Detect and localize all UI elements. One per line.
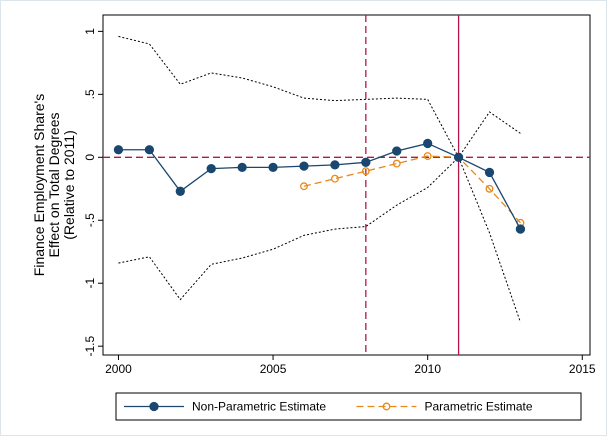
data-point (330, 174, 339, 183)
data-point (485, 184, 494, 193)
data-point (361, 157, 371, 167)
x-tick-label: 2005 (260, 362, 287, 376)
legend-marker (382, 402, 391, 411)
x-tick-label: 2015 (569, 362, 596, 376)
y-tick-label: -1.5 (83, 336, 97, 357)
y-tick-label: -1 (83, 278, 97, 289)
legend-label: Non-Parametric Estimate (192, 400, 326, 414)
data-point (300, 182, 308, 191)
data-point (515, 224, 526, 234)
y-tick-label: -.5 (83, 213, 97, 227)
data-point (206, 163, 216, 174)
series-line (118, 142, 521, 230)
data-point (299, 161, 309, 171)
series-line (118, 35, 521, 159)
data-point (361, 167, 370, 176)
x-tick-label: 2000 (105, 362, 132, 376)
data-point (113, 145, 124, 155)
y-tick-label: .5 (83, 89, 97, 99)
data-point (144, 145, 155, 155)
data-point (175, 186, 185, 196)
data-point (423, 152, 432, 160)
data-point (237, 162, 247, 173)
legend: Non-Parametric Estimate Parametric Estima… (115, 392, 582, 421)
plot-area (102, 14, 591, 356)
data-point (392, 159, 401, 168)
y-axis-title: (Relative to 2011) (61, 130, 77, 239)
legend-box (115, 392, 582, 421)
legend-marker (149, 401, 159, 412)
x-tick-label: 2010 (414, 362, 441, 376)
series-line (303, 155, 521, 224)
series-line (118, 156, 521, 323)
y-axis-title: Finance Employment Share's (31, 94, 47, 276)
data-point (484, 167, 495, 178)
data-point (392, 146, 402, 156)
legend-label: Parametric Estimate (425, 400, 533, 414)
data-point (423, 138, 433, 149)
data-point (268, 162, 278, 173)
y-tick-label: 0 (83, 154, 97, 161)
y-tick-label: 1 (83, 28, 97, 35)
y-axis-title: Effect on Total Degrees (46, 112, 62, 257)
data-point (453, 152, 464, 162)
data-point (330, 160, 340, 170)
